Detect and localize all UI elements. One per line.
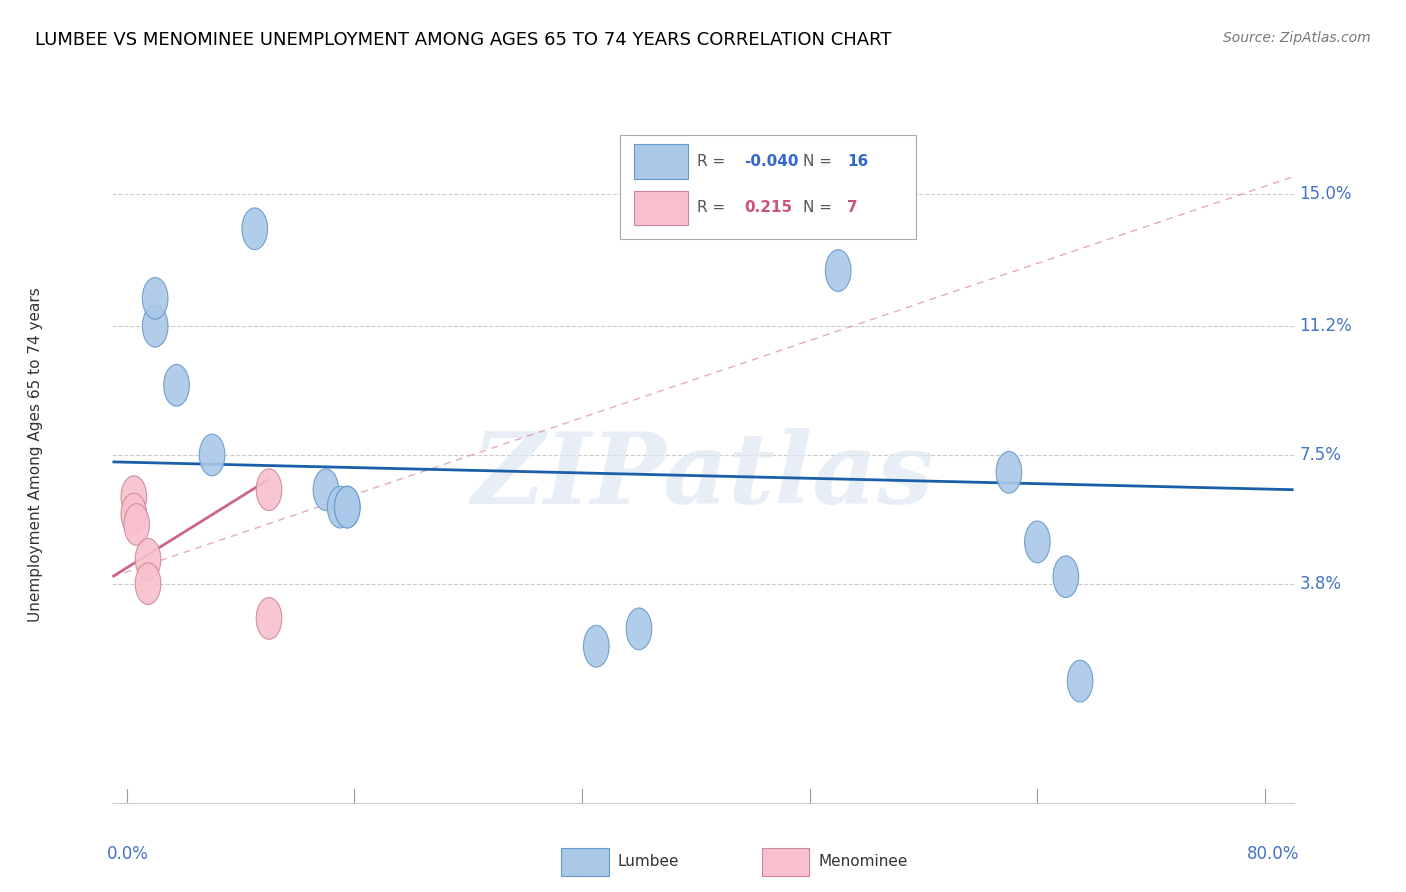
Ellipse shape bbox=[242, 208, 267, 250]
Ellipse shape bbox=[124, 504, 149, 545]
Ellipse shape bbox=[135, 539, 160, 580]
Text: 15.0%: 15.0% bbox=[1299, 185, 1353, 203]
Ellipse shape bbox=[995, 451, 1022, 493]
Text: 0.0%: 0.0% bbox=[107, 845, 149, 863]
Ellipse shape bbox=[335, 486, 360, 528]
Ellipse shape bbox=[328, 486, 353, 528]
FancyBboxPatch shape bbox=[762, 848, 810, 876]
Text: N =: N = bbox=[803, 153, 837, 169]
Text: R =: R = bbox=[697, 201, 730, 216]
Text: N =: N = bbox=[803, 201, 837, 216]
Ellipse shape bbox=[825, 250, 851, 292]
Ellipse shape bbox=[121, 475, 146, 517]
Ellipse shape bbox=[142, 305, 167, 347]
Text: Unemployment Among Ages 65 to 74 years: Unemployment Among Ages 65 to 74 years bbox=[28, 287, 44, 623]
Ellipse shape bbox=[200, 434, 225, 475]
Text: 16: 16 bbox=[846, 153, 869, 169]
Ellipse shape bbox=[256, 598, 281, 640]
Ellipse shape bbox=[1067, 660, 1092, 702]
Text: 0.215: 0.215 bbox=[744, 201, 793, 216]
Text: LUMBEE VS MENOMINEE UNEMPLOYMENT AMONG AGES 65 TO 74 YEARS CORRELATION CHART: LUMBEE VS MENOMINEE UNEMPLOYMENT AMONG A… bbox=[35, 31, 891, 49]
Text: 7: 7 bbox=[846, 201, 858, 216]
Text: 11.2%: 11.2% bbox=[1299, 318, 1353, 335]
FancyBboxPatch shape bbox=[620, 135, 915, 239]
Ellipse shape bbox=[583, 625, 609, 667]
Text: Menominee: Menominee bbox=[818, 855, 908, 870]
FancyBboxPatch shape bbox=[634, 144, 688, 178]
Text: 3.8%: 3.8% bbox=[1299, 574, 1341, 592]
Ellipse shape bbox=[626, 608, 652, 649]
Ellipse shape bbox=[142, 277, 167, 319]
Text: 80.0%: 80.0% bbox=[1247, 845, 1299, 863]
Ellipse shape bbox=[135, 563, 160, 605]
Text: R =: R = bbox=[697, 153, 730, 169]
Ellipse shape bbox=[314, 469, 339, 510]
Ellipse shape bbox=[121, 493, 146, 535]
Text: 7.5%: 7.5% bbox=[1299, 446, 1341, 464]
Text: Source: ZipAtlas.com: Source: ZipAtlas.com bbox=[1223, 31, 1371, 45]
Ellipse shape bbox=[335, 486, 360, 528]
FancyBboxPatch shape bbox=[634, 191, 688, 226]
Text: -0.040: -0.040 bbox=[744, 153, 799, 169]
Ellipse shape bbox=[1053, 556, 1078, 598]
Text: Lumbee: Lumbee bbox=[619, 855, 679, 870]
FancyBboxPatch shape bbox=[561, 848, 609, 876]
Text: ZIPatlas: ZIPatlas bbox=[472, 427, 934, 524]
Ellipse shape bbox=[1025, 521, 1050, 563]
Ellipse shape bbox=[163, 365, 190, 406]
Ellipse shape bbox=[256, 469, 281, 510]
